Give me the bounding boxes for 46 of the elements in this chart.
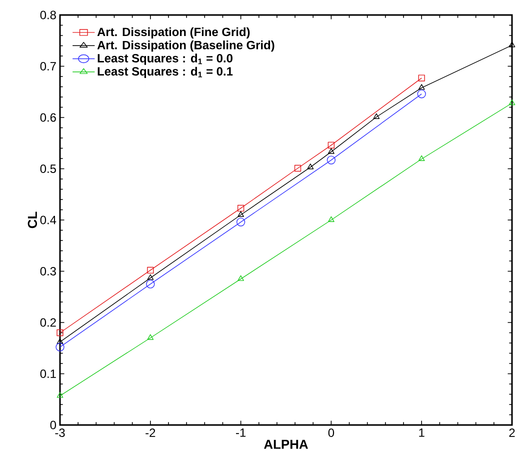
- point: [328, 142, 335, 149]
- point: [147, 274, 154, 280]
- legend-label: Art. Dissipation (Fine Grid): [97, 27, 250, 39]
- point: [294, 164, 302, 172]
- point: [238, 275, 244, 281]
- y-tick-label: 0.6: [40, 113, 56, 122]
- legend-label: Least Squares : d$_{1}$ = 0.1: [98, 66, 233, 78]
- y-tick-label: 0: [50, 420, 56, 430]
- point: [373, 113, 380, 119]
- point: [56, 342, 64, 352]
- y-tick-label: 0.4: [40, 216, 56, 224]
- point: [508, 42, 516, 48]
- x-axis-title: ALPHA: [264, 440, 308, 449]
- point: [236, 218, 246, 226]
- point: [417, 90, 426, 98]
- point: [418, 74, 425, 82]
- x-tick-label: 0: [328, 428, 334, 437]
- x-tick-label: -1: [236, 428, 246, 437]
- point: [328, 216, 334, 222]
- y-tick-label: 0.8: [40, 10, 56, 20]
- y-tick-label: 0.3: [40, 267, 56, 276]
- point: [56, 392, 64, 398]
- legend-label: Least Squares : d$_{1}$ = 0.0: [98, 54, 232, 65]
- y-tick-label: 0.1: [40, 370, 56, 378]
- point: [56, 338, 64, 344]
- point: [147, 334, 154, 340]
- y-axis-title: CL: [28, 212, 38, 228]
- x-tick-label: -3: [55, 428, 65, 437]
- point: [147, 266, 154, 274]
- legend-label: Art. Dissipation (Baseline Grid): [97, 40, 274, 52]
- y-tick-label: 0.5: [40, 164, 56, 173]
- x-tick-label: -2: [146, 428, 156, 437]
- x-tick-label: 2: [509, 428, 515, 437]
- point: [508, 100, 516, 106]
- x-tick-label: 1: [419, 428, 424, 437]
- point: [328, 148, 334, 154]
- y-tick-label: 0.2: [40, 318, 56, 327]
- point: [237, 204, 244, 212]
- point: [418, 155, 425, 161]
- point: [307, 164, 314, 170]
- point: [418, 84, 425, 90]
- y-tick-label: 0.7: [40, 62, 56, 70]
- point: [56, 329, 64, 336]
- point: [146, 280, 155, 288]
- point: [238, 211, 244, 217]
- point: [326, 156, 336, 164]
